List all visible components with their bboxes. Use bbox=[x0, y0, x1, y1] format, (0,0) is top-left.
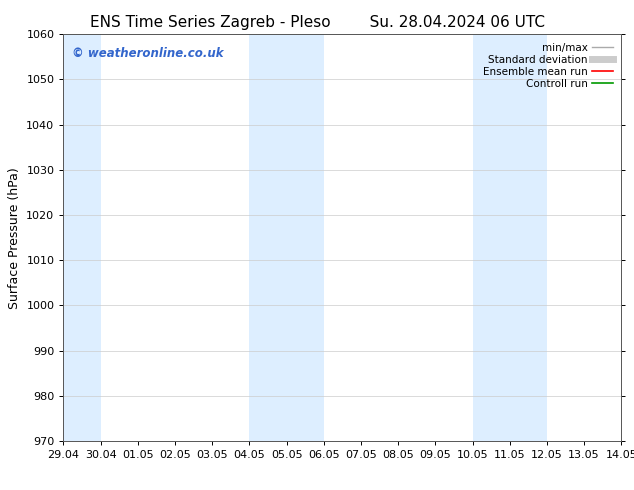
Legend: min/max, Standard deviation, Ensemble mean run, Controll run: min/max, Standard deviation, Ensemble me… bbox=[480, 40, 616, 92]
Text: © weatheronline.co.uk: © weatheronline.co.uk bbox=[72, 47, 223, 59]
Bar bbox=[472, 34, 547, 441]
Bar bbox=[249, 34, 324, 441]
Text: ENS Time Series Zagreb - Pleso        Su. 28.04.2024 06 UTC: ENS Time Series Zagreb - Pleso Su. 28.04… bbox=[89, 15, 545, 30]
Bar bbox=[63, 34, 101, 441]
Y-axis label: Surface Pressure (hPa): Surface Pressure (hPa) bbox=[8, 167, 21, 309]
